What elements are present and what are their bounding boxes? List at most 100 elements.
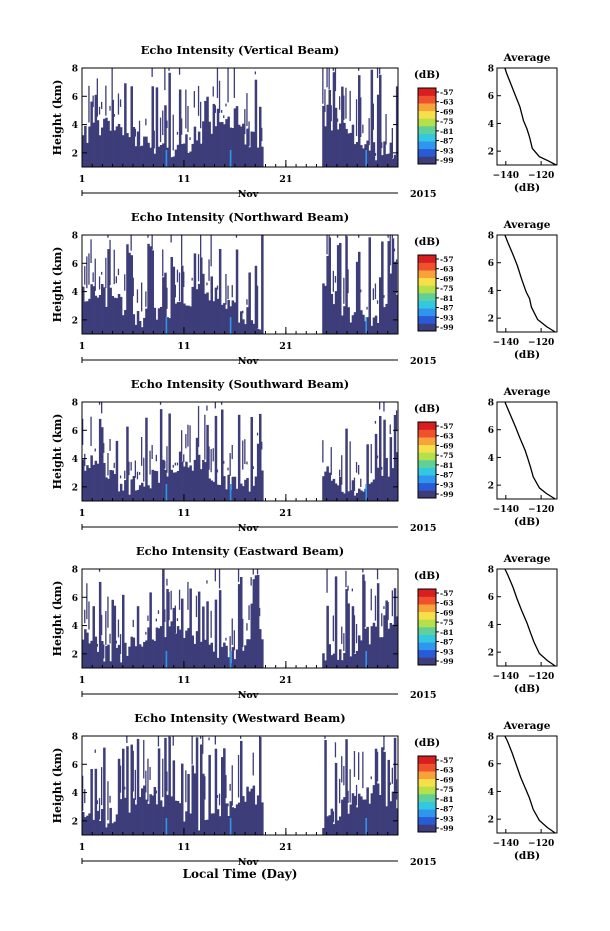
month-label: Nov [238,690,259,701]
heatmap-column [339,123,342,167]
heatmap-column [351,124,355,167]
heatmap-column [117,294,121,334]
heatmap-streak [261,441,263,450]
heatmap-column [381,637,384,668]
heatmap-column [164,637,167,668]
heatmap-column [178,803,182,835]
heatmap-column [166,317,169,334]
y-tick-label: 4 [72,288,78,298]
heatmap-streak [103,443,105,453]
heatmap-column [214,287,218,334]
heatmap-column [259,629,262,668]
heatmap-streak [176,131,179,135]
heatmap-streak [385,114,387,145]
heatmap-column [149,246,152,334]
heatmap-column [387,628,390,668]
heatmap-column [204,820,207,835]
heatmap-column [94,295,98,334]
heatmap-column [98,581,102,668]
month-label: Nov [238,356,259,367]
colorbar-tick-label: -99 [440,490,454,499]
heatmap-streak [130,235,132,251]
heatmap-streak [143,457,145,482]
heatmap-column [162,459,165,501]
heatmap-column [101,809,104,835]
heatmap-column [358,635,361,668]
heatmap-column [122,594,125,668]
heatmap-column [208,121,211,167]
heatmap-column [233,302,237,334]
heatmap-streak [326,235,328,255]
heatmap-streak [349,441,351,490]
heatmap-column [343,797,346,835]
heatmap-column [172,472,176,501]
heatmap-column [136,489,140,501]
heatmap-column [187,305,190,334]
heatmap-streak [109,633,111,644]
heatmap-streak [92,95,94,108]
avg-y-tick-label: 6 [488,593,494,603]
heatmap-streak [202,736,204,754]
heatmap-column [200,469,203,501]
heatmap-column [191,143,194,167]
heatmap-column [334,762,338,835]
heatmap-column [332,304,336,334]
avg-frame [496,67,558,166]
heatmap-column [94,768,98,835]
colorbar-frame [417,87,437,165]
avg-y-tick-label: 2 [488,315,494,325]
heatmap-streak [181,118,183,135]
panel-title: Echo Intensity (Vertical Beam) [141,43,340,57]
heatmap-column [379,277,382,334]
heatmap-column [202,459,205,501]
heatmap-streak [389,235,391,266]
heatmap-streak [119,634,122,654]
heatmap-column [155,471,159,501]
heatmap-column [185,461,188,501]
heatmap-column [147,485,150,501]
heatmap-column [105,117,108,167]
heatmap-column [351,606,355,668]
colorbar-segment [418,110,436,119]
colorbar-segment [418,437,436,446]
heatmap-column [372,317,376,334]
y-tick-label: 4 [72,121,78,131]
heatmap-column [218,816,222,835]
heatmap-column [242,486,245,501]
heatmap-streak [227,803,229,807]
heatmap-column [339,243,342,334]
year-label: 2015 [410,523,436,534]
heatmap-column [170,621,173,668]
heatmap-column [86,301,89,334]
heatmap-column [385,600,388,668]
panel-title: Echo Intensity (Northward Beam) [131,210,349,224]
heatmap-column [379,416,382,501]
month-label: Nov [238,189,259,200]
colorbar-segment [418,490,436,499]
x-tick-label: 21 [279,508,292,519]
heatmap-column [240,483,243,501]
heatmap-streak [252,466,254,469]
colorbar-segment [418,141,436,150]
heatmap-streak [145,770,147,793]
heatmap-column [235,649,239,668]
heatmap-streak [248,605,250,620]
colorbar-segment [418,285,436,294]
heatmap-column [107,644,110,668]
heatmap-column [353,144,357,167]
heatmap-streak [189,425,191,463]
heatmap-column [349,132,352,167]
colorbar-segment [418,277,436,286]
heatmap-streak [141,437,143,466]
heatmap-column [322,476,325,501]
heatmap-column [364,799,367,835]
y-tick-label: 6 [72,93,78,103]
heatmap-column [214,126,218,167]
heatmap-column [322,105,325,167]
heatmap-column [233,108,237,167]
heatmap-column [330,293,334,334]
heatmap-column [136,131,140,167]
heatmap-streak [124,470,126,479]
heatmap-column [153,787,157,835]
heatmap-column [206,96,209,167]
